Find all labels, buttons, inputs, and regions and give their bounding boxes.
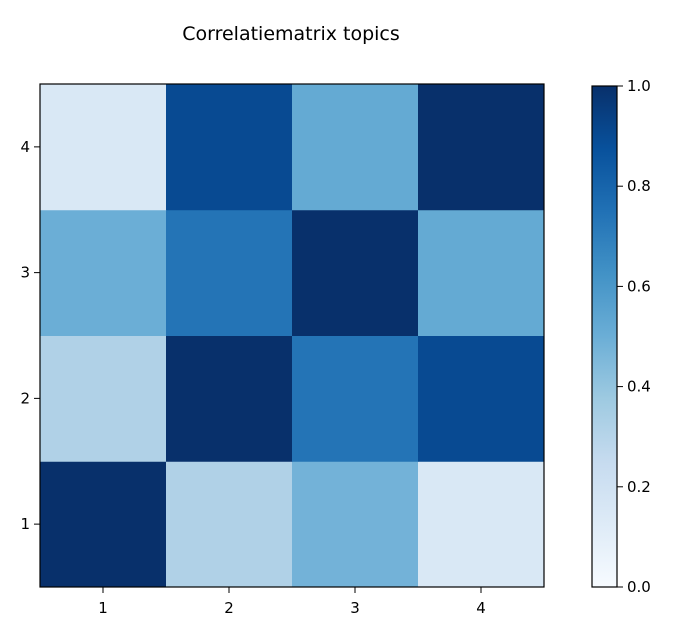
y-axis: 1 2 3 4 bbox=[20, 138, 40, 533]
plot-frame bbox=[39, 83, 545, 588]
heatmap-cell bbox=[418, 461, 545, 588]
heatmap-cell bbox=[418, 335, 545, 462]
y-tick-label: 1 bbox=[20, 515, 30, 533]
heatmap-cell bbox=[292, 84, 419, 211]
x-tick-label: 3 bbox=[350, 599, 360, 617]
x-axis: 1 2 3 4 bbox=[98, 587, 486, 617]
heatmap-cell bbox=[166, 335, 293, 462]
chart-title: Correlatiematrix topics bbox=[182, 23, 400, 45]
heatmap-cell bbox=[40, 209, 167, 336]
heatmap-cell bbox=[40, 335, 167, 462]
colorbar-tick-label: 0.4 bbox=[627, 378, 651, 396]
colorbar-tick-label: 0.8 bbox=[627, 177, 651, 195]
colorbar-tick-label: 1.0 bbox=[627, 77, 651, 95]
colorbar-gradient bbox=[592, 86, 617, 587]
y-tick-label: 4 bbox=[20, 138, 30, 156]
heatmap-cell bbox=[418, 209, 545, 336]
colorbar: 0.0 0.2 0.4 0.6 0.8 1.0 bbox=[591, 77, 651, 596]
colorbar-tick-label: 0.2 bbox=[627, 478, 651, 496]
heatmap-cell bbox=[292, 209, 419, 336]
x-tick-label: 4 bbox=[476, 599, 486, 617]
heatmap-cells bbox=[40, 84, 545, 588]
x-tick-label: 2 bbox=[224, 599, 234, 617]
x-tick-label: 1 bbox=[98, 599, 108, 617]
heatmap-cell bbox=[166, 209, 293, 336]
heatmap-cell bbox=[166, 84, 293, 211]
y-tick-label: 2 bbox=[20, 389, 30, 407]
heatmap-cell bbox=[292, 461, 419, 588]
colorbar-frame bbox=[591, 85, 618, 588]
heatmap-cell bbox=[40, 84, 167, 211]
heatmap-cell bbox=[40, 461, 167, 588]
colorbar-tick-label: 0.0 bbox=[627, 578, 651, 596]
colorbar-ticks: 0.0 0.2 0.4 0.6 0.8 1.0 bbox=[617, 77, 651, 596]
colorbar-tick-label: 0.6 bbox=[627, 277, 651, 295]
y-tick-label: 3 bbox=[20, 264, 30, 282]
heatmap-cell bbox=[418, 84, 545, 211]
heatmap-cell bbox=[292, 335, 419, 462]
heatmap-cell bbox=[166, 461, 293, 588]
